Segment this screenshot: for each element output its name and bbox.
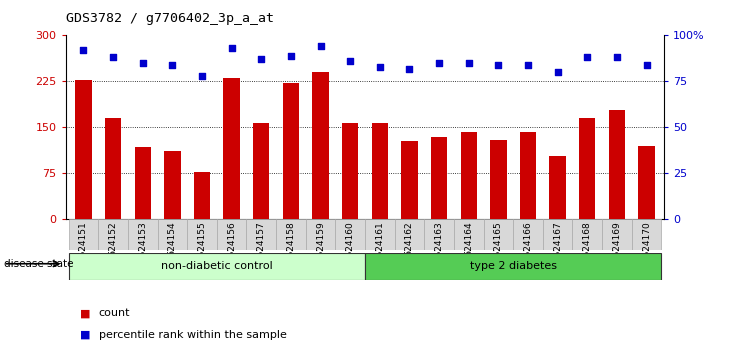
Bar <box>424 219 454 250</box>
Bar <box>158 219 187 250</box>
Text: GSM524164: GSM524164 <box>464 221 473 276</box>
Text: GSM524166: GSM524166 <box>523 221 532 276</box>
Bar <box>128 219 158 250</box>
Bar <box>454 219 483 250</box>
Bar <box>187 219 217 250</box>
Text: ■: ■ <box>80 330 91 339</box>
Bar <box>638 146 655 219</box>
Bar <box>99 219 128 250</box>
Text: GSM524161: GSM524161 <box>375 221 384 276</box>
Bar <box>194 172 210 219</box>
Text: GSM524151: GSM524151 <box>79 221 88 276</box>
Text: GDS3782 / g7706402_3p_a_at: GDS3782 / g7706402_3p_a_at <box>66 12 274 25</box>
Text: GSM524160: GSM524160 <box>346 221 355 276</box>
Text: disease state: disease state <box>4 259 73 269</box>
Bar <box>342 123 358 219</box>
Text: GSM524155: GSM524155 <box>198 221 207 276</box>
Point <box>493 62 504 68</box>
Point <box>107 55 119 60</box>
Point <box>374 64 385 69</box>
Point <box>226 45 237 51</box>
Point <box>611 55 623 60</box>
Text: count: count <box>99 308 130 318</box>
Bar <box>306 219 335 250</box>
Text: GSM524153: GSM524153 <box>138 221 147 276</box>
Bar <box>520 132 536 219</box>
Text: GSM524158: GSM524158 <box>286 221 296 276</box>
Text: GSM524154: GSM524154 <box>168 221 177 276</box>
Point <box>315 44 326 49</box>
Bar <box>402 141 418 219</box>
Text: non-diabetic control: non-diabetic control <box>161 261 273 272</box>
Text: GSM524167: GSM524167 <box>553 221 562 276</box>
Text: percentile rank within the sample: percentile rank within the sample <box>99 330 286 339</box>
Bar <box>247 219 276 250</box>
Bar <box>372 123 388 219</box>
Text: GSM524168: GSM524168 <box>583 221 592 276</box>
Bar <box>579 118 596 219</box>
Point <box>137 60 149 66</box>
Point <box>77 47 89 53</box>
Bar <box>312 72 328 219</box>
Point <box>552 69 564 75</box>
Bar <box>461 132 477 219</box>
Bar <box>631 219 661 250</box>
Bar <box>276 219 306 250</box>
Point <box>166 62 178 68</box>
Bar <box>75 80 92 219</box>
Text: GSM524156: GSM524156 <box>227 221 236 276</box>
Text: GSM524170: GSM524170 <box>642 221 651 276</box>
Point <box>522 62 534 68</box>
Text: ■: ■ <box>80 308 91 318</box>
Point <box>433 60 445 66</box>
Text: type 2 diabetes: type 2 diabetes <box>469 261 557 272</box>
Bar <box>335 219 365 250</box>
Bar <box>572 219 602 250</box>
Bar <box>483 219 513 250</box>
Point <box>196 73 208 79</box>
Text: GSM524152: GSM524152 <box>109 221 118 276</box>
Bar <box>164 151 180 219</box>
Bar <box>105 118 121 219</box>
Point <box>581 55 593 60</box>
Bar <box>134 147 151 219</box>
Text: GSM524163: GSM524163 <box>434 221 444 276</box>
Point <box>285 53 297 58</box>
Text: GSM524165: GSM524165 <box>494 221 503 276</box>
Bar <box>602 219 631 250</box>
Point <box>641 62 653 68</box>
Point <box>463 60 474 66</box>
Text: GSM524157: GSM524157 <box>257 221 266 276</box>
Bar <box>283 83 299 219</box>
Text: GSM524162: GSM524162 <box>405 221 414 276</box>
Text: GSM524169: GSM524169 <box>612 221 621 276</box>
Bar <box>550 156 566 219</box>
Bar <box>223 78 239 219</box>
Bar <box>365 253 661 280</box>
Bar <box>69 219 99 250</box>
Bar <box>253 122 269 219</box>
Bar <box>513 219 543 250</box>
Bar <box>69 253 365 280</box>
Point <box>345 58 356 64</box>
Text: GSM524159: GSM524159 <box>316 221 325 276</box>
Bar <box>431 137 447 219</box>
Bar <box>609 110 625 219</box>
Point <box>255 57 267 62</box>
Bar <box>217 219 247 250</box>
Bar <box>491 140 507 219</box>
Bar <box>543 219 572 250</box>
Bar <box>365 219 395 250</box>
Point <box>404 66 415 72</box>
Bar <box>395 219 424 250</box>
